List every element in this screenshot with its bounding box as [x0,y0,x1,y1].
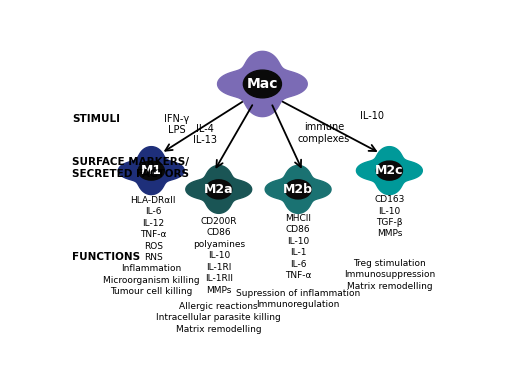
Text: M1: M1 [141,164,162,177]
Text: M2a: M2a [204,183,233,196]
Circle shape [138,161,164,180]
Polygon shape [186,165,252,213]
Text: MHCII
CD86
IL-10
IL-1
IL-6
TNF-α: MHCII CD86 IL-10 IL-1 IL-6 TNF-α [285,214,311,280]
Polygon shape [356,147,422,195]
Text: CD200R
CD86
polyamines
IL-10
IL-1RI
IL-1RII
MMPs: CD200R CD86 polyamines IL-10 IL-1RI IL-1… [193,217,245,294]
Text: CD163
IL-10
TGF-β
MMPs: CD163 IL-10 TGF-β MMPs [374,195,404,238]
Text: IL-4
IL-13: IL-4 IL-13 [193,124,217,146]
Text: STIMULI: STIMULI [72,114,120,124]
Text: SURFACE MARKERS/
SECRETED FACTORS: SURFACE MARKERS/ SECRETED FACTORS [72,156,189,179]
Polygon shape [218,51,307,117]
Polygon shape [118,147,184,195]
Text: HLA-DRαII
IL-6
IL-12
TNF-α
ROS
RNS: HLA-DRαII IL-6 IL-12 TNF-α ROS RNS [131,196,176,262]
Text: IL-10: IL-10 [359,111,383,121]
Text: immune
complexes: immune complexes [298,122,350,144]
Polygon shape [265,165,331,213]
Circle shape [243,70,282,98]
Text: M2b: M2b [283,183,313,196]
Text: Inflammation
Microorganism killing
Tumour cell killing: Inflammation Microorganism killing Tumou… [103,264,200,296]
Text: IFN-γ
LPS: IFN-γ LPS [164,114,190,135]
Circle shape [206,180,232,199]
Text: Supression of inflammation
Immunoregulation: Supression of inflammation Immunoregulat… [236,289,360,309]
Text: Mac: Mac [247,77,278,91]
Circle shape [376,161,402,180]
Text: Treg stimulation
Immunosuppression
Matrix remodelling: Treg stimulation Immunosuppression Matri… [344,259,435,291]
Text: M2c: M2c [375,164,403,177]
Text: Allergic reactions
Intracellular parasite killing
Matrix remodelling: Allergic reactions Intracellular parasit… [156,302,281,334]
Text: FUNCTIONS: FUNCTIONS [72,252,140,262]
Circle shape [285,180,311,199]
